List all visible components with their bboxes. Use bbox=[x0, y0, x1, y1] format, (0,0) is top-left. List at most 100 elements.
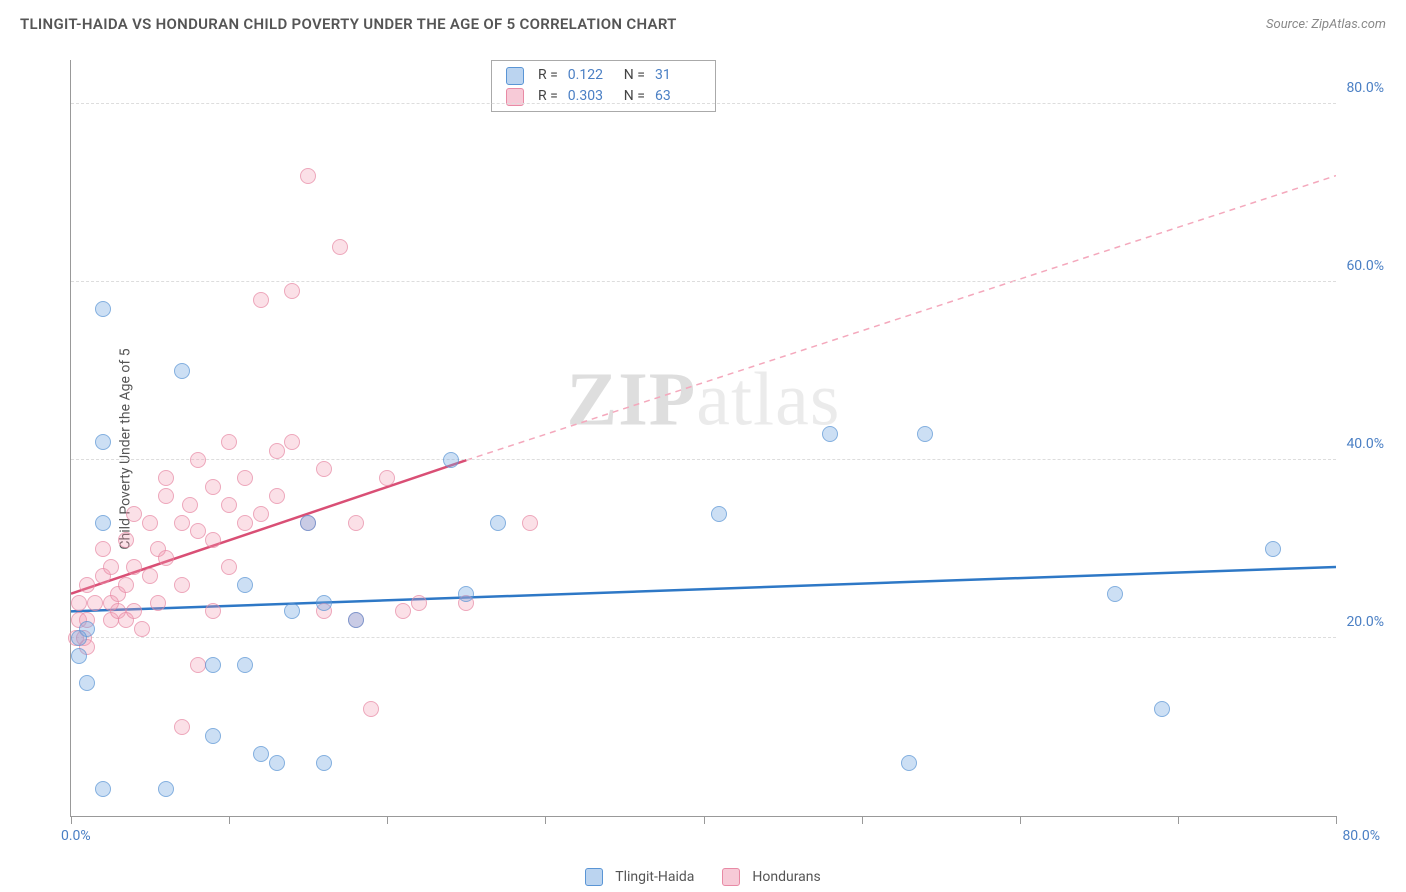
scatter-point bbox=[443, 452, 459, 468]
scatter-point bbox=[284, 283, 300, 299]
scatter-point bbox=[158, 781, 174, 797]
scatter-point bbox=[332, 239, 348, 255]
scatter-point bbox=[458, 586, 474, 602]
scatter-point bbox=[150, 595, 166, 611]
scatter-point bbox=[126, 559, 142, 575]
gridline bbox=[71, 281, 1336, 282]
xtick bbox=[1178, 816, 1179, 824]
swatch-blue-icon bbox=[506, 67, 524, 85]
scatter-point bbox=[174, 577, 190, 593]
legend-item-blue: Tlingit-Haida bbox=[585, 868, 694, 886]
scatter-point bbox=[711, 506, 727, 522]
scatter-point bbox=[79, 577, 95, 593]
ytick-label: 60.0% bbox=[1346, 258, 1384, 274]
scatter-point bbox=[379, 470, 395, 486]
xtick bbox=[71, 816, 72, 824]
xtick bbox=[545, 816, 546, 824]
xtick bbox=[387, 816, 388, 824]
scatter-point bbox=[87, 595, 103, 611]
scatter-point bbox=[253, 506, 269, 522]
scatter-point bbox=[237, 470, 253, 486]
scatter-point bbox=[118, 532, 134, 548]
scatter-point bbox=[174, 363, 190, 379]
scatter-point bbox=[118, 577, 134, 593]
scatter-point bbox=[221, 497, 237, 513]
stats-row-blue: R = 0.122 N = 31 bbox=[506, 65, 701, 86]
legend-label-pink: Hondurans bbox=[752, 869, 820, 885]
chart-title: TLINGIT-HAIDA VS HONDURAN CHILD POVERTY … bbox=[20, 15, 677, 33]
scatter-point bbox=[316, 461, 332, 477]
watermark-bold: ZIP bbox=[567, 358, 697, 442]
scatter-point bbox=[269, 488, 285, 504]
scatter-point bbox=[182, 497, 198, 513]
scatter-point bbox=[158, 488, 174, 504]
gridline bbox=[71, 459, 1336, 460]
scatter-point bbox=[126, 506, 142, 522]
scatter-point bbox=[79, 675, 95, 691]
scatter-point bbox=[95, 434, 111, 450]
n-label: N = bbox=[624, 65, 645, 86]
r-label: R = bbox=[538, 65, 558, 86]
scatter-point bbox=[348, 515, 364, 531]
scatter-point bbox=[300, 515, 316, 531]
scatter-point bbox=[316, 595, 332, 611]
scatter-point bbox=[237, 577, 253, 593]
xtick bbox=[1020, 816, 1021, 824]
scatter-point bbox=[237, 515, 253, 531]
scatter-point bbox=[1265, 541, 1281, 557]
scatter-point bbox=[134, 621, 150, 637]
legend-swatch-pink-icon bbox=[722, 868, 740, 886]
ytick-label: 80.0% bbox=[1346, 80, 1384, 96]
xlabel-min: 0.0% bbox=[61, 828, 91, 844]
scatter-point bbox=[221, 559, 237, 575]
source-label: Source: ZipAtlas.com bbox=[1266, 17, 1386, 32]
xtick bbox=[1336, 816, 1337, 824]
scatter-point bbox=[822, 426, 838, 442]
r-value-blue: 0.122 bbox=[568, 65, 614, 86]
scatter-point bbox=[205, 657, 221, 673]
scatter-point bbox=[95, 515, 111, 531]
scatter-point bbox=[269, 755, 285, 771]
scatter-point bbox=[1154, 701, 1170, 717]
scatter-point bbox=[174, 515, 190, 531]
scatter-point bbox=[253, 292, 269, 308]
xtick bbox=[229, 816, 230, 824]
scatter-point bbox=[363, 701, 379, 717]
scatter-point bbox=[1107, 586, 1123, 602]
ytick-label: 20.0% bbox=[1346, 614, 1384, 630]
scatter-point bbox=[71, 595, 87, 611]
scatter-point bbox=[205, 479, 221, 495]
scatter-point bbox=[95, 301, 111, 317]
scatter-point bbox=[300, 168, 316, 184]
xtick bbox=[862, 816, 863, 824]
scatter-point bbox=[142, 515, 158, 531]
scatter-point bbox=[126, 603, 142, 619]
gridline bbox=[71, 637, 1336, 638]
scatter-point bbox=[205, 532, 221, 548]
scatter-point bbox=[253, 746, 269, 762]
watermark: ZIPatlas bbox=[567, 357, 841, 444]
plot-area: ZIPatlas R = 0.122 N = 31 R = 0.303 N = … bbox=[70, 60, 1336, 817]
scatter-point bbox=[411, 595, 427, 611]
legend-item-pink: Hondurans bbox=[722, 868, 820, 886]
scatter-point bbox=[490, 515, 506, 531]
scatter-point bbox=[221, 434, 237, 450]
scatter-point bbox=[205, 603, 221, 619]
scatter-point bbox=[205, 728, 221, 744]
scatter-point bbox=[71, 648, 87, 664]
scatter-point bbox=[917, 426, 933, 442]
scatter-point bbox=[158, 550, 174, 566]
scatter-point bbox=[174, 719, 190, 735]
trendlines bbox=[71, 60, 1336, 816]
gridline bbox=[71, 103, 1336, 104]
scatter-point bbox=[395, 603, 411, 619]
scatter-point bbox=[348, 612, 364, 628]
legend-swatch-blue-icon bbox=[585, 868, 603, 886]
legend-label-blue: Tlingit-Haida bbox=[615, 869, 694, 885]
xlabel-max: 80.0% bbox=[1342, 828, 1380, 844]
scatter-point bbox=[95, 781, 111, 797]
scatter-point bbox=[522, 515, 538, 531]
xtick bbox=[704, 816, 705, 824]
scatter-point bbox=[284, 603, 300, 619]
scatter-point bbox=[316, 755, 332, 771]
